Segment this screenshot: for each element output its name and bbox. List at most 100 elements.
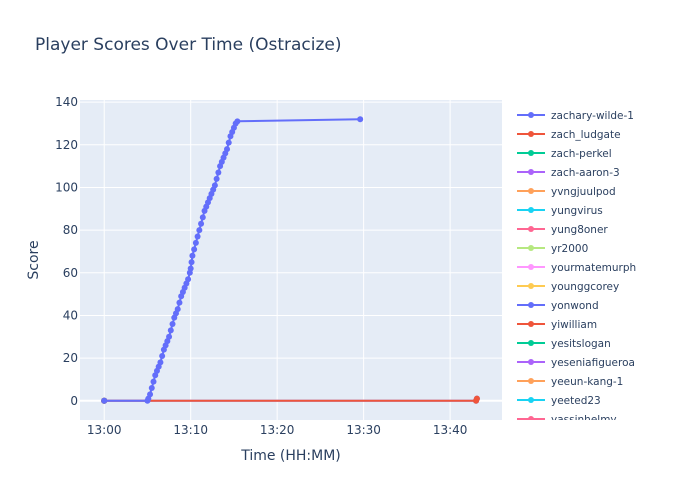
legend-swatch-marker (528, 112, 534, 118)
data-point (196, 227, 203, 234)
data-point (101, 397, 108, 404)
legend-item[interactable]: yung8oner (517, 224, 608, 236)
legend-label: yassinhelmy (551, 414, 617, 426)
series-zachary-wilde-1 (101, 116, 364, 404)
data-point (225, 139, 232, 146)
legend-label: yr2000 (551, 243, 588, 255)
legend-item[interactable]: yassinhelmy (517, 414, 617, 426)
legend-swatch-marker (528, 416, 534, 420)
series-layer (101, 116, 480, 404)
data-point (473, 395, 480, 402)
legend-swatch-marker (528, 188, 534, 194)
legend-swatch-marker (528, 397, 534, 403)
legend-item[interactable]: zachary-wilde-1 (517, 110, 634, 122)
y-tick-label: 120 (55, 138, 78, 152)
legend-label: zach_ludgate (551, 129, 621, 141)
legend-label: zachary-wilde-1 (551, 110, 634, 122)
data-point (215, 169, 222, 176)
data-point (176, 299, 183, 306)
legend-label: younggcorey (551, 281, 619, 293)
data-point (185, 276, 192, 283)
data-point (188, 259, 195, 266)
legend-item[interactable]: yungvirus (517, 205, 603, 217)
data-point (157, 359, 164, 366)
legend-item[interactable]: younggcorey (517, 281, 619, 293)
legend-swatch-marker (528, 131, 534, 137)
data-point (224, 146, 231, 153)
legend-label: yourmatemurph (551, 262, 636, 274)
legend-label: yeeted23 (551, 395, 601, 407)
data-point (234, 118, 241, 125)
data-point (169, 321, 176, 327)
legend-swatch-marker (528, 245, 534, 251)
legend-item[interactable]: yiwilliam (517, 319, 597, 331)
data-point (159, 353, 166, 359)
y-tick-label: 60 (63, 266, 78, 280)
legend[interactable]: zachary-wilde-1 zach_ludgate zach-perkel za… (517, 110, 636, 426)
legend-item[interactable]: yourmatemurph (517, 262, 636, 274)
legend-swatch-marker (528, 378, 534, 384)
legend-item[interactable]: yonwond (517, 300, 599, 312)
data-point (166, 333, 173, 340)
y-tick-label: 80 (63, 223, 78, 237)
legend-label: yung8oner (551, 224, 608, 236)
legend-item[interactable]: zach-perkel (517, 148, 612, 160)
y-tick-label: 40 (63, 308, 78, 322)
legend-label: yiwilliam (551, 319, 597, 331)
legend-swatch-marker (528, 264, 534, 270)
legend-item[interactable]: yvngjuulpod (517, 186, 616, 198)
legend-item[interactable]: yr2000 (517, 243, 588, 255)
legend-label: yonwond (551, 300, 599, 312)
legend-item[interactable]: yeseniafigueroa (517, 357, 635, 369)
data-point (167, 327, 174, 334)
data-point (174, 306, 181, 313)
legend-swatch-marker (528, 283, 534, 289)
legend-item[interactable]: yeeted23 (517, 395, 601, 407)
x-axis-title: Time (HH:MM) (240, 448, 341, 464)
legend-swatch-marker (528, 226, 534, 232)
data-point (213, 175, 220, 182)
legend-label: yeeun-kang-1 (551, 376, 623, 388)
legend-swatch-marker (528, 340, 534, 346)
tick-labels: 0 20 40 60 80 100 120 140 13:00 13:10 13:20 13:30 13… (55, 95, 467, 437)
data-point (147, 391, 154, 398)
x-tick-label: 13:40 (433, 423, 468, 437)
legend-label: zach-aaron-3 (551, 167, 620, 179)
legend-item[interactable]: zach-aaron-3 (517, 167, 620, 179)
x-tick-label: 13:00 (87, 423, 122, 437)
legend-swatch-marker (528, 302, 534, 308)
data-point (192, 239, 199, 246)
chart-title: Player Scores Over Time (Ostracize) (35, 35, 342, 55)
data-point (357, 116, 364, 123)
data-point (199, 214, 206, 221)
legend-swatch-marker (528, 169, 534, 175)
y-tick-label: 100 (55, 180, 78, 194)
legend-label: yvngjuulpod (551, 186, 616, 198)
data-point (150, 378, 157, 385)
legend-label: yeseniafigueroa (551, 357, 635, 369)
legend-label: yesitslogan (551, 338, 611, 350)
x-tick-label: 13:10 (173, 423, 208, 437)
data-point (191, 246, 198, 253)
legend-swatch-marker (528, 359, 534, 365)
legend-item[interactable]: yeeun-kang-1 (517, 376, 623, 388)
x-tick-label: 13:30 (346, 423, 381, 437)
legend-label: yungvirus (551, 205, 603, 217)
legend-item[interactable]: zach_ludgate (517, 129, 621, 141)
data-point (187, 265, 194, 272)
y-tick-label: 140 (55, 95, 78, 109)
y-tick-label: 20 (63, 351, 78, 365)
legend-item[interactable]: yesitslogan (517, 338, 611, 350)
y-tick-label: 0 (70, 394, 78, 408)
x-tick-label: 13:20 (260, 423, 295, 437)
y-axis-title: Score (26, 240, 42, 279)
legend-swatch-marker (528, 321, 534, 327)
plot-area (80, 100, 502, 420)
legend-swatch-marker (528, 150, 534, 156)
data-point (148, 385, 155, 391)
legend-label: zach-perkel (551, 148, 612, 160)
data-point (194, 233, 201, 240)
data-point (198, 220, 205, 227)
legend-swatch-marker (528, 207, 534, 213)
